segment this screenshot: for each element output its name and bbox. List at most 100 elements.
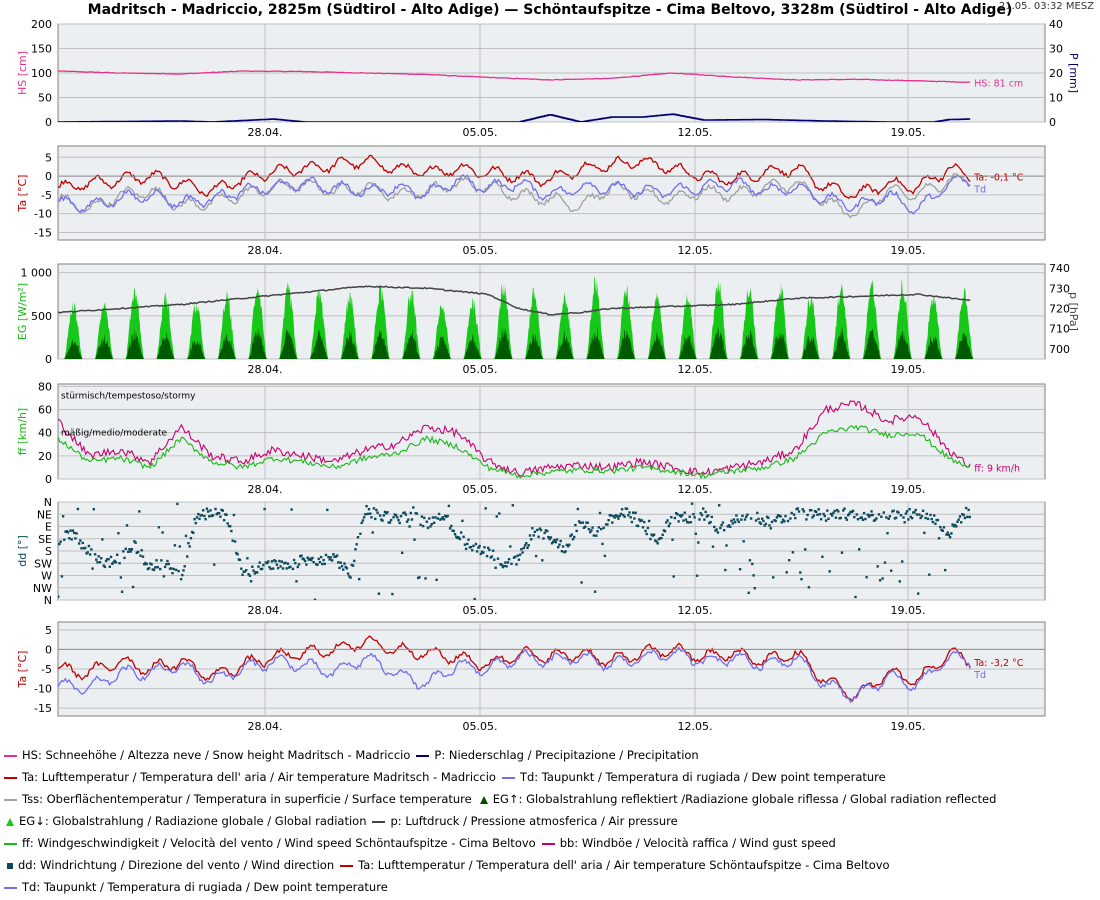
- dd-point: [907, 518, 910, 521]
- dd-point: [853, 515, 856, 519]
- dd-point: [355, 543, 358, 546]
- dd-point: [554, 541, 557, 544]
- radiation-reflected-peak: [832, 325, 851, 359]
- dd-point: [498, 512, 501, 515]
- legend-item: ff: Windgeschwindigkeit / Velocità del v…: [4, 832, 536, 854]
- dd-point: [386, 511, 389, 514]
- dd-point: [752, 574, 755, 577]
- dd-point: [867, 515, 871, 518]
- dd-point: [92, 508, 95, 511]
- dd-point: [670, 516, 673, 519]
- y-tick-label-right: 0: [1049, 116, 1056, 129]
- dd-point: [930, 517, 933, 521]
- radiation-peak: [524, 287, 544, 359]
- y-tick-label: 100: [31, 67, 52, 80]
- dd-point: [275, 563, 279, 566]
- radiation-reflected-peak: [739, 329, 759, 359]
- dd-point: [156, 566, 159, 569]
- dd-point: [527, 544, 530, 547]
- dd-point: [130, 548, 134, 551]
- legend-label: EG↑: Globalstrahlung reflektiert /Radiaz…: [492, 792, 997, 806]
- dd-point: [163, 565, 167, 569]
- dd-point: [606, 523, 609, 526]
- dd-point: [854, 595, 857, 599]
- dd-point: [268, 566, 271, 569]
- panel-temp-madritsch: -15 -10 -5 0 5 28.04. 05.05. 12.05. 19.05. Ta [°C…: [16, 145, 1046, 257]
- dd-point: [70, 538, 73, 541]
- dd-point: [267, 560, 270, 563]
- dd-point: [457, 536, 460, 539]
- dd-point: [77, 542, 81, 545]
- dd-point: [910, 516, 914, 520]
- dd-point: [947, 533, 951, 537]
- dd-point: [929, 513, 932, 517]
- legend-label: Ta: Lufttemperatur / Temperatura dell' a…: [358, 858, 890, 872]
- dd-point: [291, 567, 295, 571]
- dd-point: [257, 565, 260, 568]
- radiation-reflected-peak: [309, 328, 329, 359]
- dd-point: [951, 523, 954, 526]
- dd-point: [247, 573, 250, 576]
- annotation-moderate: mäßig/medio/moderate: [61, 429, 168, 439]
- dd-point: [413, 538, 416, 541]
- dd-point: [601, 542, 604, 546]
- dd-point: [203, 514, 206, 518]
- dd-point: [289, 565, 292, 568]
- dd-point: [494, 566, 497, 569]
- legend-marker: [479, 795, 488, 804]
- y-tick-label: 150: [31, 43, 52, 56]
- dd-point: [510, 562, 513, 565]
- dd-point: [953, 523, 957, 527]
- dd-point: [73, 531, 76, 535]
- dd-point: [538, 527, 541, 530]
- dd-point: [322, 558, 325, 562]
- dd-point: [593, 590, 597, 593]
- dd-point: [171, 572, 174, 575]
- radiation-peak: [94, 302, 114, 359]
- dd-point: [784, 514, 787, 518]
- dd-point: [801, 508, 804, 511]
- radiation-reflected-peak: [954, 332, 974, 359]
- dd-point: [74, 537, 77, 540]
- dd-point: [880, 515, 883, 518]
- dd-point: [725, 544, 728, 547]
- dd-point: [776, 514, 780, 517]
- dd-point: [86, 551, 89, 554]
- dd-point: [832, 511, 835, 515]
- dd-point: [362, 516, 366, 519]
- dd-point: [404, 513, 408, 516]
- dd-point: [100, 557, 103, 560]
- y-tick-label: 50: [38, 92, 52, 105]
- legend-row: Tss: Oberflächentemperatur / Temperatura…: [4, 788, 1094, 810]
- dd-point: [791, 551, 795, 554]
- dd-point: [323, 562, 326, 566]
- dd-point: [343, 562, 346, 565]
- dd-point: [729, 525, 732, 528]
- legend-item: EG↑: Globalstrahlung reflektiert /Radiaz…: [478, 788, 997, 810]
- dd-point: [811, 516, 814, 519]
- radiation-peak: [893, 278, 912, 359]
- dd-point: [688, 515, 691, 518]
- dd-point: [430, 523, 433, 526]
- dd-point: [827, 517, 830, 520]
- legend-item: Ta: Lufttemperatur / Temperatura dell' a…: [4, 766, 496, 788]
- dd-point: [241, 573, 244, 576]
- dd-point: [144, 561, 147, 565]
- dd-point: [552, 540, 555, 543]
- radiation-reflected-peak: [371, 330, 390, 359]
- dd-point: [154, 566, 157, 569]
- dd-point: [741, 514, 744, 517]
- dd-point: [651, 534, 654, 537]
- dd-point: [340, 565, 344, 568]
- dd-point: [745, 515, 748, 518]
- x-tick-label: 19.05.: [891, 126, 926, 139]
- legend-marker: [340, 864, 354, 867]
- radiation-reflected-peak: [217, 333, 237, 359]
- dd-point: [290, 508, 293, 511]
- panel-snow-precip: 0 50 100 150 200 28.04. 05.05. 12.05. 19.05. 0 10 2…: [16, 18, 1080, 139]
- series-td: [58, 174, 971, 215]
- dd-point: [536, 528, 539, 532]
- radiation-reflected-peak: [94, 333, 114, 359]
- series-td: [58, 646, 971, 704]
- dd-point: [735, 514, 738, 517]
